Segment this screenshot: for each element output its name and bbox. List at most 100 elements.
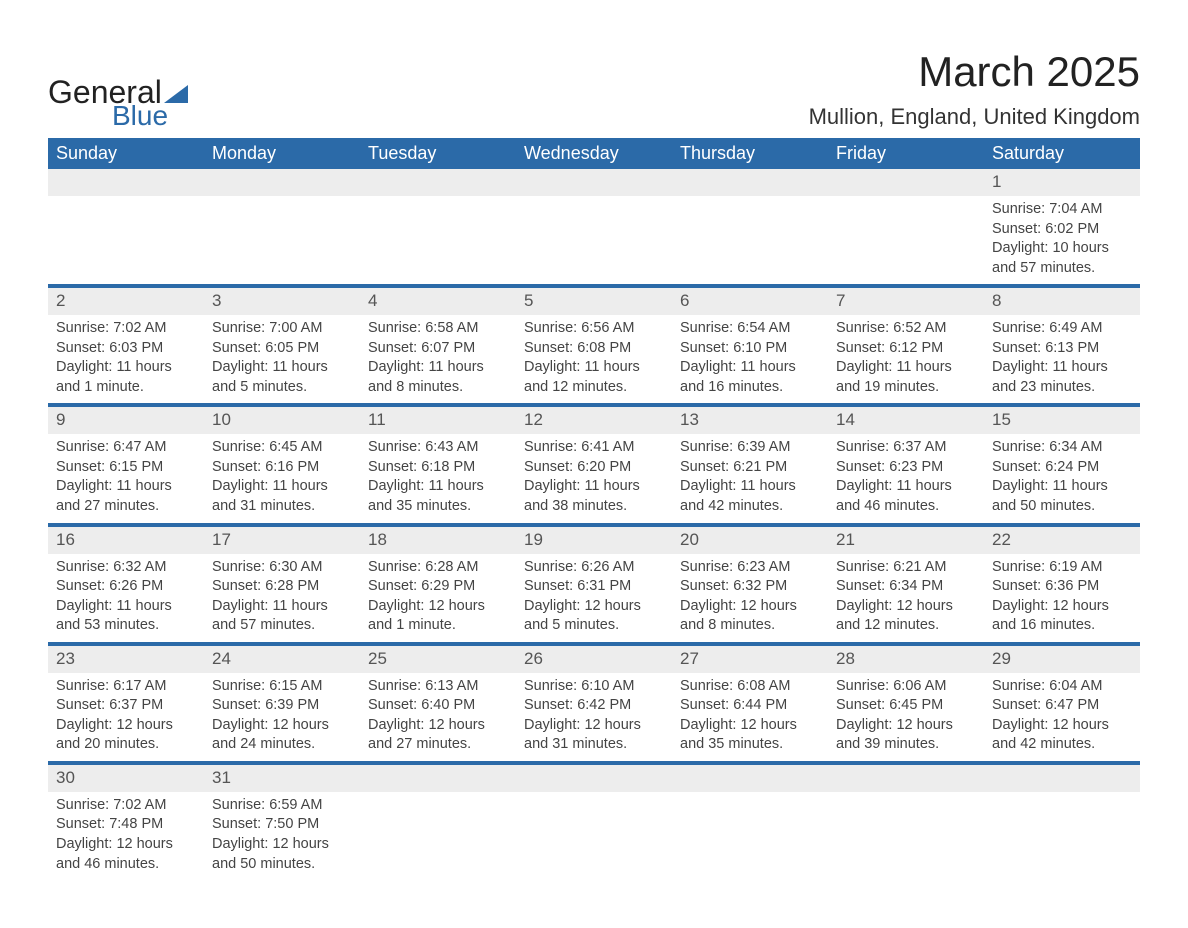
daylight2-text: and 24 minutes. — [212, 735, 352, 755]
day-details: Sunrise: 6:32 AMSunset: 6:26 PMDaylight:… — [48, 554, 204, 642]
sunrise-text: Sunrise: 6:59 AM — [212, 796, 352, 816]
calendar-day-cell: 18Sunrise: 6:28 AMSunset: 6:29 PMDayligh… — [360, 524, 516, 643]
daylight1-text: Daylight: 12 hours — [212, 835, 352, 855]
daylight2-text: and 20 minutes. — [56, 735, 196, 755]
day-number: 21 — [828, 525, 984, 554]
daylight1-text: Daylight: 11 hours — [212, 477, 352, 497]
calendar-day-cell: 27Sunrise: 6:08 AMSunset: 6:44 PMDayligh… — [672, 643, 828, 762]
day-number: 24 — [204, 644, 360, 673]
day-number: 27 — [672, 644, 828, 673]
day-details: Sunrise: 6:52 AMSunset: 6:12 PMDaylight:… — [828, 315, 984, 403]
sunset-text: Sunset: 6:40 PM — [368, 696, 508, 716]
weekday-header: Wednesday — [516, 138, 672, 169]
calendar-week-row: 1Sunrise: 7:04 AMSunset: 6:02 PMDaylight… — [48, 169, 1140, 285]
calendar-table: Sunday Monday Tuesday Wednesday Thursday… — [48, 138, 1140, 880]
sunset-text: Sunset: 6:31 PM — [524, 577, 664, 597]
day-details: Sunrise: 6:17 AMSunset: 6:37 PMDaylight:… — [48, 673, 204, 761]
sunset-text: Sunset: 6:37 PM — [56, 696, 196, 716]
calendar-day-cell: 16Sunrise: 6:32 AMSunset: 6:26 PMDayligh… — [48, 524, 204, 643]
sunrise-text: Sunrise: 6:39 AM — [680, 438, 820, 458]
daylight1-text: Daylight: 12 hours — [368, 716, 508, 736]
sunset-text: Sunset: 6:02 PM — [992, 220, 1132, 240]
calendar-day-cell: 30Sunrise: 7:02 AMSunset: 7:48 PMDayligh… — [48, 762, 204, 880]
calendar-day-cell: 8Sunrise: 6:49 AMSunset: 6:13 PMDaylight… — [984, 285, 1140, 404]
day-details: Sunrise: 6:26 AMSunset: 6:31 PMDaylight:… — [516, 554, 672, 642]
sunrise-text: Sunrise: 6:32 AM — [56, 558, 196, 578]
sunrise-text: Sunrise: 6:47 AM — [56, 438, 196, 458]
calendar-day-cell: 25 Sunrise: 6:13 AMSunset: 6:40 PMDayligh… — [360, 643, 516, 762]
calendar-day-cell: 9Sunrise: 6:47 AMSunset: 6:15 PMDaylight… — [48, 404, 204, 523]
day-details: Sunrise: 6:34 AMSunset: 6:24 PMDaylight:… — [984, 434, 1140, 522]
day-details: Sunrise: 6:47 AMSunset: 6:15 PMDaylight:… — [48, 434, 204, 522]
calendar-day-cell — [516, 762, 672, 880]
sunset-text: Sunset: 6:18 PM — [368, 458, 508, 478]
daylight2-text: and 12 minutes. — [836, 616, 976, 636]
daylight2-text: and 46 minutes. — [836, 497, 976, 517]
sunset-text: Sunset: 6:34 PM — [836, 577, 976, 597]
sunset-text: Sunset: 6:13 PM — [992, 339, 1132, 359]
calendar-day-cell: 24Sunrise: 6:15 AMSunset: 6:39 PMDayligh… — [204, 643, 360, 762]
daylight1-text: Daylight: 11 hours — [368, 358, 508, 378]
day-details: Sunrise: 6:45 AMSunset: 6:16 PMDaylight:… — [204, 434, 360, 522]
day-number: 25 — [360, 644, 516, 673]
daylight1-text: Daylight: 11 hours — [524, 358, 664, 378]
sunrise-text: Sunrise: 7:00 AM — [212, 319, 352, 339]
calendar-day-cell: 2Sunrise: 7:02 AMSunset: 6:03 PMDaylight… — [48, 285, 204, 404]
day-number: 2 — [48, 286, 204, 315]
daylight2-text: and 57 minutes. — [212, 616, 352, 636]
daylight1-text: Daylight: 12 hours — [680, 716, 820, 736]
sunset-text: Sunset: 6:32 PM — [680, 577, 820, 597]
daylight1-text: Daylight: 12 hours — [56, 835, 196, 855]
daylight2-text: and 53 minutes. — [56, 616, 196, 636]
day-number: 3 — [204, 286, 360, 315]
sunrise-text: Sunrise: 6:23 AM — [680, 558, 820, 578]
day-number-bar — [48, 169, 204, 196]
calendar-day-cell — [360, 762, 516, 880]
day-number-bar — [828, 169, 984, 196]
calendar-day-cell — [672, 169, 828, 285]
sunrise-text: Sunrise: 6:30 AM — [212, 558, 352, 578]
daylight1-text: Daylight: 11 hours — [56, 597, 196, 617]
sunset-text: Sunset: 6:36 PM — [992, 577, 1132, 597]
daylight2-text: and 38 minutes. — [524, 497, 664, 517]
daylight2-text: and 39 minutes. — [836, 735, 976, 755]
daylight1-text: Daylight: 12 hours — [212, 716, 352, 736]
day-number: 19 — [516, 525, 672, 554]
calendar-day-cell: 23Sunrise: 6:17 AMSunset: 6:37 PMDayligh… — [48, 643, 204, 762]
day-details: Sunrise: 6:37 AMSunset: 6:23 PMDaylight:… — [828, 434, 984, 522]
day-number: 4 — [360, 286, 516, 315]
sunrise-text: Sunrise: 6:41 AM — [524, 438, 664, 458]
calendar-week-row: 23Sunrise: 6:17 AMSunset: 6:37 PMDayligh… — [48, 643, 1140, 762]
sunrise-text: Sunrise: 7:02 AM — [56, 796, 196, 816]
daylight2-text: and 1 minute. — [368, 616, 508, 636]
daylight2-text: and 27 minutes. — [56, 497, 196, 517]
sunrise-text: Sunrise: 6:13 AM — [368, 677, 508, 697]
daylight2-text: and 27 minutes. — [368, 735, 508, 755]
day-details: Sunrise: 6:15 AMSunset: 6:39 PMDaylight:… — [204, 673, 360, 761]
calendar-day-cell: 6Sunrise: 6:54 AMSunset: 6:10 PMDaylight… — [672, 285, 828, 404]
weekday-header: Monday — [204, 138, 360, 169]
day-number-bar — [516, 169, 672, 196]
calendar-week-row: 30Sunrise: 7:02 AMSunset: 7:48 PMDayligh… — [48, 762, 1140, 880]
daylight2-text: and 50 minutes. — [992, 497, 1132, 517]
calendar-day-cell: 26Sunrise: 6:10 AMSunset: 6:42 PMDayligh… — [516, 643, 672, 762]
calendar-day-cell: 11Sunrise: 6:43 AMSunset: 6:18 PMDayligh… — [360, 404, 516, 523]
sunset-text: Sunset: 6:39 PM — [212, 696, 352, 716]
sunrise-text: Sunrise: 6:15 AM — [212, 677, 352, 697]
daylight2-text: and 57 minutes. — [992, 259, 1132, 279]
daylight1-text: Daylight: 12 hours — [368, 597, 508, 617]
day-number: 13 — [672, 405, 828, 434]
calendar-week-row: 2Sunrise: 7:02 AMSunset: 6:03 PMDaylight… — [48, 285, 1140, 404]
daylight1-text: Daylight: 11 hours — [524, 477, 664, 497]
day-number: 23 — [48, 644, 204, 673]
sunrise-text: Sunrise: 6:58 AM — [368, 319, 508, 339]
daylight1-text: Daylight: 11 hours — [836, 477, 976, 497]
daylight1-text: Daylight: 11 hours — [992, 358, 1132, 378]
day-details: Sunrise: 6:06 AMSunset: 6:45 PMDaylight:… — [828, 673, 984, 761]
calendar-day-cell: 19Sunrise: 6:26 AMSunset: 6:31 PMDayligh… — [516, 524, 672, 643]
sunset-text: Sunset: 6:26 PM — [56, 577, 196, 597]
day-details: Sunrise: 6:21 AMSunset: 6:34 PMDaylight:… — [828, 554, 984, 642]
daylight2-text: and 46 minutes. — [56, 855, 196, 875]
day-details: Sunrise: 6:59 AMSunset: 7:50 PMDaylight:… — [204, 792, 360, 880]
daylight2-text: and 31 minutes. — [524, 735, 664, 755]
